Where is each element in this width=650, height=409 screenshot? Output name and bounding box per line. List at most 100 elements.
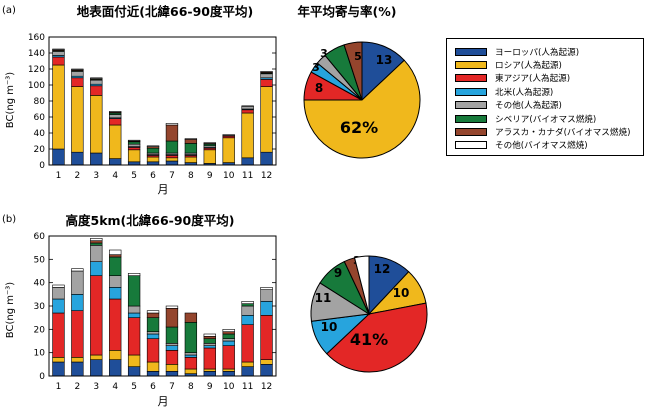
legend-swatch: [455, 128, 487, 137]
bar-segment-siberia: [165, 140, 179, 154]
bar-segment-north_america: [71, 294, 84, 311]
legend: ヨーロッパ(人為起源) ロシア(人為起源) 東アジア(人為起源) 北米(人為起源…: [446, 38, 644, 156]
pie-label: 12: [374, 262, 391, 276]
legend-swatch: [455, 87, 487, 96]
bar-segment-russia: [184, 368, 198, 374]
pie-slice-alaska_canada: [343, 41, 363, 101]
legend-item: その他(バイオマス燃焼): [455, 139, 643, 152]
bar-segment-europe: [71, 361, 84, 377]
bar-segment-north_america: [260, 301, 273, 316]
x-tick-label: 2: [75, 382, 81, 392]
bar-segment-other_biomass: [222, 329, 235, 332]
legend-swatch: [455, 101, 487, 110]
legend-item: ロシア(人為起源): [455, 58, 643, 71]
bar-segment-siberia: [165, 326, 179, 344]
legend-swatch: [455, 47, 487, 56]
pie-label: 41%: [350, 330, 388, 349]
bar-segment-russia: [90, 95, 103, 154]
bar-segment-other_biomass: [90, 238, 103, 241]
bar-segment-other_anthro: [127, 305, 141, 314]
bar-segment-other_biomass: [165, 123, 179, 126]
x-axis-label-5km: 月: [158, 395, 169, 408]
bar-segment-siberia: [184, 322, 198, 353]
bar-segment-east_asia: [109, 298, 122, 351]
bar-segment-other_anthro: [260, 73, 273, 79]
pie-label: 5: [354, 50, 362, 63]
bar-segment-russia: [203, 368, 216, 372]
bar-segment-europe: [241, 157, 254, 166]
pie-label: 10: [321, 320, 338, 334]
bar-segment-europe: [52, 361, 65, 377]
x-tick-label: 1: [56, 171, 62, 181]
bar-segment-other_anthro: [109, 275, 122, 288]
y-axis-label-5km: BC(ng m⁻³): [5, 282, 16, 338]
bar-segment-europe: [260, 364, 273, 377]
bar-segment-other_biomass: [127, 273, 141, 276]
legend-item: 東アジア(人為起源): [455, 72, 643, 85]
bar-segment-other_biomass: [165, 305, 179, 309]
bar-segment-east_asia: [90, 275, 103, 356]
panel-label-a: (a): [2, 5, 16, 16]
legend-label: シベリア(バイオマス燃焼): [495, 114, 597, 125]
bar-segment-other_biomass: [90, 77, 103, 79]
y-tick-label: 40: [34, 279, 46, 289]
bar-segment-east_asia: [52, 312, 65, 358]
x-tick-label: 1: [56, 382, 62, 392]
bar-segment-siberia: [184, 143, 198, 154]
bar-segment-other_biomass: [184, 138, 198, 140]
bar-segment-north_america: [241, 315, 254, 325]
bar-segment-russia: [222, 137, 235, 163]
bar-segment-east_asia: [71, 310, 84, 358]
bar-segment-east_asia: [90, 85, 103, 96]
y-tick-label: 120: [28, 65, 45, 75]
bar-segment-other_biomass: [109, 249, 122, 255]
bar-segment-east_asia: [241, 324, 254, 363]
bar-segment-siberia: [90, 242, 103, 246]
x-tick-label: 6: [150, 382, 156, 392]
legend-item: 北米(人為起源): [455, 85, 643, 98]
x-tick-label: 3: [93, 382, 99, 392]
bar-segment-east_asia: [127, 317, 141, 356]
bar-segment-europe: [165, 371, 179, 377]
bar-segment-siberia: [203, 338, 216, 344]
legend-label: アラスカ・カナダ(バイオマス燃焼): [495, 128, 631, 139]
y-tick-label: 0: [39, 372, 45, 382]
bar-segment-other_biomass: [52, 284, 65, 288]
x-tick-label: 4: [112, 171, 118, 181]
y-tick-label: 80: [34, 97, 46, 107]
pie-label: 3: [320, 47, 328, 60]
bar-segment-siberia: [127, 275, 141, 307]
y-tick-label: 40: [34, 129, 46, 139]
bar-segment-other_biomass: [52, 48, 65, 51]
bar-segment-europe: [165, 160, 179, 166]
bar-segment-east_asia: [146, 338, 160, 363]
bar-segment-alaska_canada: [109, 254, 122, 258]
legend-label: その他(バイオマス燃焼): [495, 141, 588, 152]
bar-segment-europe: [71, 151, 84, 166]
legend-item: シベリア(バイオマス燃焼): [455, 112, 643, 125]
bar-segment-russia: [165, 157, 179, 162]
bar-segment-north_america: [109, 287, 122, 300]
bar-segment-other_anthro: [71, 71, 84, 77]
bar-segment-siberia: [109, 256, 122, 276]
pie-slice-east_asia: [326, 302, 428, 373]
bar-segment-europe: [109, 359, 122, 377]
legend-swatch: [455, 141, 487, 150]
bar-segment-other_anthro: [90, 79, 103, 85]
bar-segment-europe: [90, 152, 103, 166]
bar-segment-siberia: [146, 317, 160, 332]
bar-segment-other_biomass: [203, 142, 216, 144]
bar-segment-other_biomass: [241, 301, 254, 304]
legend-item: その他(人為起源): [455, 99, 643, 112]
pie-title-annual: 年平均寄与率(%): [298, 4, 397, 19]
bar-segment-east_asia: [241, 109, 254, 114]
bar-segment-north_america: [52, 298, 65, 314]
bar-segment-east_asia: [260, 79, 273, 87]
bar-segment-east_asia: [71, 77, 84, 87]
bar-segment-other_anthro: [52, 287, 65, 300]
bar-segment-other_biomass: [71, 268, 84, 272]
bar-segment-other_anthro: [241, 106, 254, 110]
y-tick-label: 60: [34, 232, 46, 242]
